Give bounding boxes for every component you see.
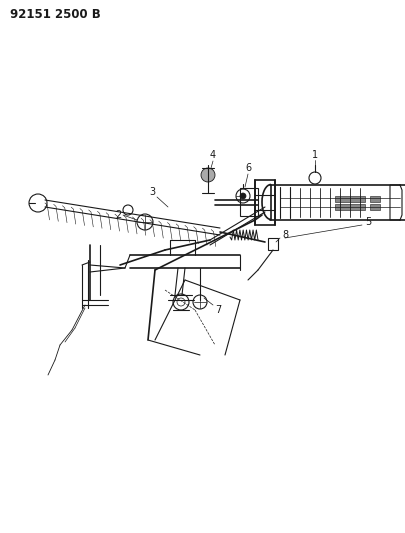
Polygon shape <box>334 196 364 202</box>
Text: 1: 1 <box>311 150 317 160</box>
Text: 6: 6 <box>244 163 250 173</box>
Polygon shape <box>334 204 364 210</box>
Text: 92151 2500 B: 92151 2500 B <box>10 8 100 21</box>
Text: 5: 5 <box>364 217 370 227</box>
Circle shape <box>192 295 207 309</box>
Text: 8: 8 <box>281 230 288 240</box>
Polygon shape <box>369 196 379 202</box>
Text: 2: 2 <box>115 210 121 220</box>
Circle shape <box>200 168 215 182</box>
Text: 7: 7 <box>214 305 221 315</box>
Polygon shape <box>369 204 379 210</box>
Circle shape <box>239 193 245 199</box>
Text: 4: 4 <box>209 150 215 160</box>
Text: 3: 3 <box>149 187 155 197</box>
